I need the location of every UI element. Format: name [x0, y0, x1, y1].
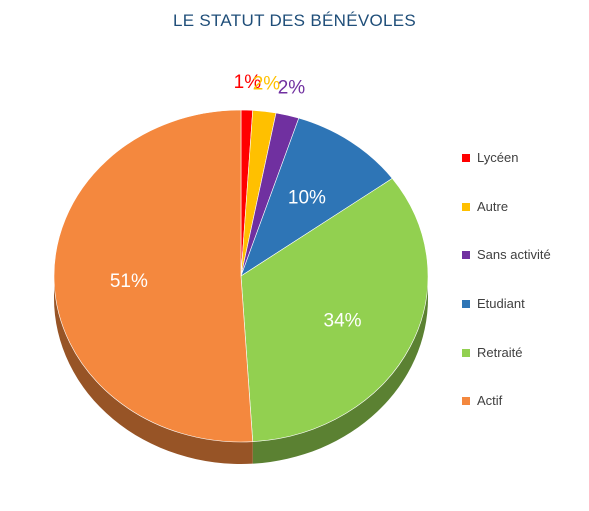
- legend: Lycéen Autre Sans activité Etudiant Retraité…: [462, 150, 551, 442]
- legend-item-lyceen: Lycéen: [462, 150, 551, 199]
- legend-item-autre: Autre: [462, 199, 551, 248]
- legend-label-actif: Actif: [477, 393, 503, 409]
- data-label-etudiant: 10%: [288, 187, 326, 208]
- legend-label-lyceen: Lycéen: [477, 150, 519, 165]
- data-label-autre: 2%: [253, 73, 281, 94]
- legend-item-etudiant: Etudiant: [462, 296, 551, 345]
- legend-item-actif: Actif: [462, 393, 551, 442]
- pie-depth: [54, 276, 429, 464]
- pie-top: [53, 109, 429, 443]
- legend-item-retraite: Retraité: [462, 345, 551, 394]
- legend-label-retraite: Retraité: [477, 344, 523, 360]
- pie-data-labels: 1%2%2%10%34%51%: [110, 72, 362, 331]
- pie-slice-etudiant: [240, 117, 393, 277]
- legend-label-autre: Autre: [477, 198, 509, 214]
- legend-swatch-autre: [462, 202, 470, 211]
- data-label-actif: 51%: [110, 271, 148, 292]
- chart-title: LE STATUT DES BÉNÉVOLES: [172, 11, 417, 30]
- legend-label-sans-activite: Sans activité: [477, 247, 551, 263]
- legend-swatch-retraite: [462, 348, 470, 357]
- pie-slice-retraite: [240, 178, 429, 442]
- legend-swatch-sans-activite: [462, 251, 470, 260]
- data-label-lyceen: 1%: [234, 72, 262, 93]
- data-label-sans-activite: 2%: [278, 78, 306, 99]
- data-label-retraite: 34%: [324, 310, 362, 331]
- pie-slice-actif: [53, 109, 254, 443]
- pie-side-actif: [54, 276, 253, 464]
- legend-label-etudiant: Etudiant: [477, 296, 525, 312]
- pie-side-retraite: [252, 276, 429, 464]
- legend-item-sans-activite: Sans activité: [462, 247, 551, 296]
- legend-swatch-lyceen: [462, 154, 470, 162]
- legend-swatch-etudiant: [462, 300, 470, 309]
- legend-swatch-actif: [462, 397, 470, 406]
